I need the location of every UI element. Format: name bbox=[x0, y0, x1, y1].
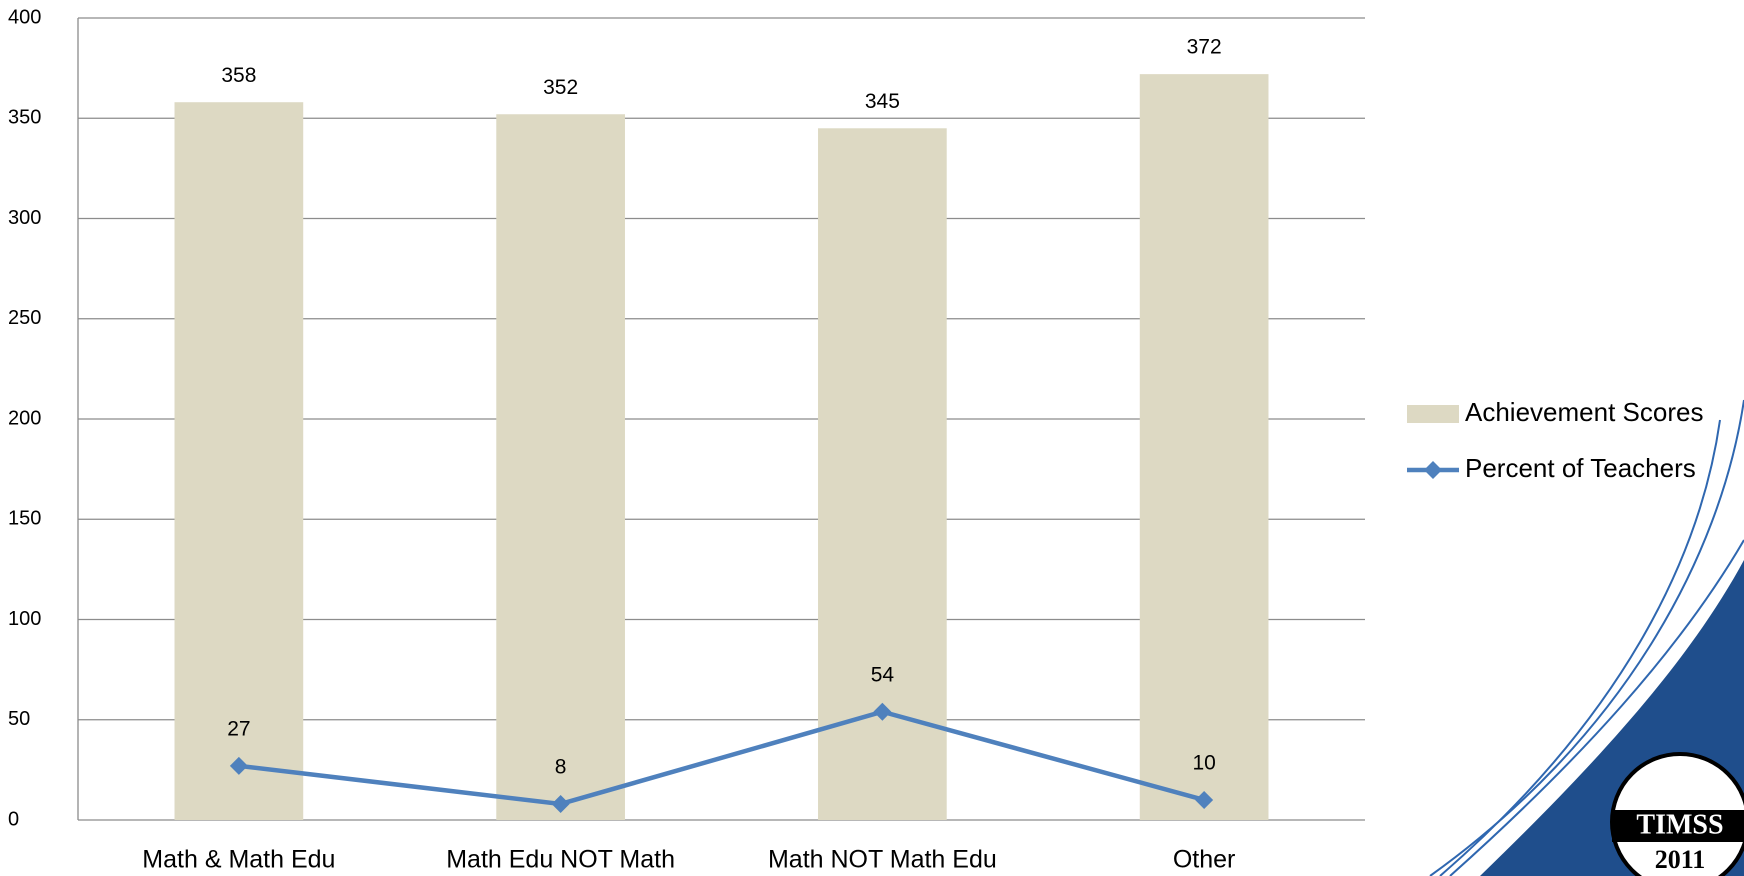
marker bbox=[229, 756, 248, 775]
data-label: 345 bbox=[865, 90, 900, 113]
data-label: 54 bbox=[871, 663, 895, 686]
y-tick-label: 300 bbox=[8, 207, 41, 229]
legend-marker bbox=[1424, 461, 1442, 479]
legend-swatch bbox=[1407, 405, 1459, 423]
y-tick-label: 0 bbox=[8, 808, 19, 830]
marker bbox=[551, 794, 570, 813]
logo-curve bbox=[1439, 419, 1721, 876]
data-label: 352 bbox=[543, 76, 578, 99]
y-tick-label: 150 bbox=[8, 508, 41, 530]
data-label: 27 bbox=[227, 717, 250, 740]
line bbox=[238, 709, 1205, 807]
x-tick-label: Math Edu NOT Math bbox=[446, 846, 675, 874]
bar bbox=[1139, 74, 1269, 820]
data-label: 8 bbox=[555, 756, 567, 779]
marker bbox=[873, 702, 892, 721]
bar bbox=[496, 114, 625, 821]
plot: 0 50 100 150 200 250 300 350 400 Math & Math Edu M… bbox=[8, 6, 1703, 873]
x-tick-label: Math & Math Edu bbox=[142, 846, 335, 874]
legend-label: Percent of Teachers bbox=[1465, 453, 1696, 483]
logo-decoration: TIMSS 2011 bbox=[1429, 399, 1744, 876]
data-label: 358 bbox=[221, 64, 256, 87]
data-label: 10 bbox=[1192, 751, 1215, 774]
x-tick-label: Other bbox=[1173, 846, 1236, 874]
logo-text: TIMSS bbox=[1636, 809, 1723, 840]
logo-curve bbox=[1449, 539, 1744, 876]
x-tick-label: Math NOT Math Edu bbox=[768, 846, 997, 874]
data-label: 372 bbox=[1187, 36, 1222, 59]
marker bbox=[1195, 790, 1214, 809]
logo-band bbox=[1612, 810, 1744, 842]
y-tick-label: 400 bbox=[8, 6, 41, 28]
y-tick-label: 100 bbox=[8, 608, 41, 630]
legend-label: Achievement Scores bbox=[1465, 397, 1703, 427]
bar bbox=[174, 102, 304, 820]
logo-year: 2011 bbox=[1655, 845, 1706, 874]
y-tick-label: 350 bbox=[8, 107, 41, 129]
y-tick-label: 200 bbox=[8, 407, 41, 429]
y-tick-label: 250 bbox=[8, 307, 41, 329]
y-tick-label: 50 bbox=[8, 708, 30, 730]
